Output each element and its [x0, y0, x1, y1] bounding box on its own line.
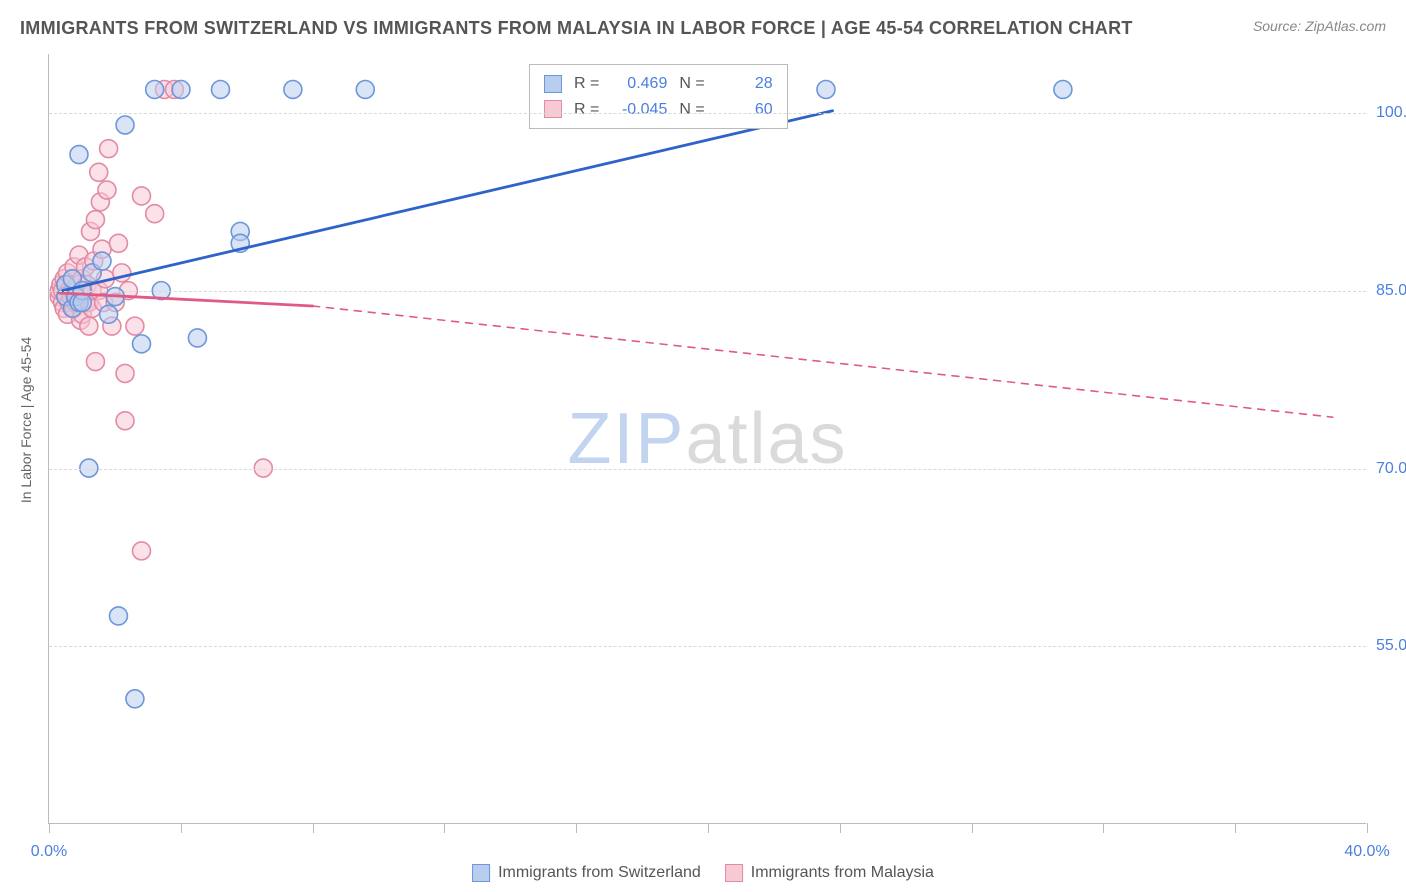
stat-r-value: 0.469	[611, 71, 667, 97]
legend-label: Immigrants from Malaysia	[751, 864, 934, 882]
swatch-series-a	[544, 75, 562, 93]
x-tick	[708, 823, 709, 833]
y-axis-label: In Labor Force | Age 45-54	[18, 337, 34, 503]
title-bar: IMMIGRANTS FROM SWITZERLAND VS IMMIGRANT…	[20, 18, 1386, 50]
x-tick-label: 40.0%	[1344, 843, 1389, 861]
x-tick	[840, 823, 841, 833]
x-tick	[49, 823, 50, 833]
chart-svg	[49, 54, 1366, 823]
x-tick	[1367, 823, 1368, 833]
watermark-part2: atlas	[685, 399, 847, 479]
stats-row: R = -0.045 N = 60	[544, 97, 773, 123]
y-tick-label: 55.0%	[1376, 637, 1406, 655]
bottom-legend: Immigrants from Switzerland Immigrants fr…	[472, 864, 934, 882]
gridline	[49, 469, 1366, 470]
y-tick-label: 70.0%	[1376, 460, 1406, 478]
source-label: Source: ZipAtlas.com	[1253, 18, 1386, 34]
swatch-series-b	[725, 864, 743, 882]
swatch-series-b	[544, 100, 562, 118]
stats-legend-box: R = 0.469 N = 28 R = -0.045 N = 60	[529, 64, 788, 129]
x-tick	[1103, 823, 1104, 833]
legend-label: Immigrants from Switzerland	[498, 864, 701, 882]
chart-container: IMMIGRANTS FROM SWITZERLAND VS IMMIGRANT…	[0, 0, 1406, 892]
gridline	[49, 646, 1366, 647]
x-tick	[181, 823, 182, 833]
x-tick	[444, 823, 445, 833]
gridline	[49, 113, 1366, 114]
stat-n-label: N =	[679, 97, 704, 123]
gridline	[49, 291, 1366, 292]
stats-row: R = 0.469 N = 28	[544, 71, 773, 97]
swatch-series-a	[472, 864, 490, 882]
watermark: ZIPatlas	[567, 398, 847, 480]
stat-n-value: 60	[717, 97, 773, 123]
legend-item: Immigrants from Malaysia	[725, 864, 934, 882]
x-tick	[1235, 823, 1236, 833]
x-tick	[576, 823, 577, 833]
plot-area: ZIPatlas R =0.469N =28R =-0.045N =60 55.…	[48, 54, 1366, 824]
stat-n-value: 28	[717, 71, 773, 97]
chart-title: IMMIGRANTS FROM SWITZERLAND VS IMMIGRANT…	[20, 18, 1133, 39]
stat-r-label: R =	[574, 71, 599, 97]
x-tick	[313, 823, 314, 833]
stat-n-label: N =	[679, 71, 704, 97]
x-tick-label: 0.0%	[31, 843, 67, 861]
stat-r-label: R =	[574, 97, 599, 123]
watermark-part1: ZIP	[567, 399, 685, 479]
stat-r-value: -0.045	[611, 97, 667, 123]
x-tick	[972, 823, 973, 833]
y-tick-label: 100.0%	[1376, 104, 1406, 122]
y-tick-label: 85.0%	[1376, 282, 1406, 300]
legend-item: Immigrants from Switzerland	[472, 864, 701, 882]
